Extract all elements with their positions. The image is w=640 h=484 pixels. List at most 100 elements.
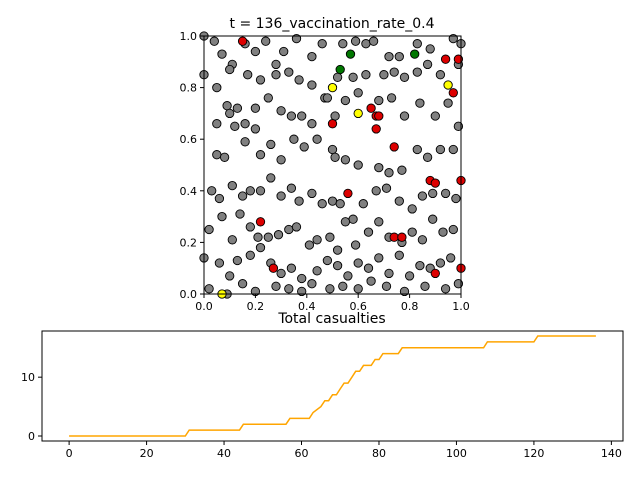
point-susceptible (335, 199, 345, 209)
point-susceptible (225, 271, 235, 281)
point-susceptible (448, 144, 458, 155)
point-susceptible (253, 232, 263, 242)
point-susceptible (230, 121, 240, 131)
point-infected (453, 54, 464, 64)
point-susceptible (255, 75, 266, 85)
point-susceptible (384, 51, 394, 62)
point-susceptible (394, 51, 404, 62)
point-susceptible (412, 144, 422, 155)
point-susceptible (350, 240, 361, 250)
y-tick-label: 0.8 (180, 82, 198, 95)
point-susceptible (415, 98, 425, 108)
point-susceptible (381, 281, 392, 291)
point-susceptible (338, 281, 348, 291)
point-susceptible (237, 279, 248, 289)
x-tick-label: 0.0 (195, 300, 213, 313)
point-susceptible (227, 235, 237, 245)
point-susceptible (386, 93, 397, 103)
point-susceptible (374, 95, 384, 106)
point-infected (343, 188, 353, 199)
point-susceptible (361, 39, 371, 49)
point-susceptible (374, 217, 384, 227)
point-susceptible (340, 155, 351, 165)
point-susceptible (330, 152, 340, 162)
point-susceptible (266, 139, 276, 150)
point-susceptible (353, 258, 363, 268)
point-infected (237, 36, 248, 46)
point-susceptible (399, 72, 410, 82)
point-susceptible (284, 284, 294, 294)
point-susceptible (237, 191, 248, 201)
point-susceptible (332, 72, 343, 82)
point-susceptible (294, 196, 304, 206)
point-vaccinated (353, 108, 363, 119)
point-susceptible (325, 232, 335, 242)
point-susceptible (312, 266, 322, 276)
point-susceptible (286, 183, 297, 193)
point-susceptible (266, 173, 276, 183)
point-susceptible (240, 137, 250, 147)
x-tick-label: 80 (372, 447, 386, 460)
point-susceptible (327, 144, 338, 155)
point-vaccinated (443, 80, 453, 90)
point-susceptible (422, 59, 433, 70)
x-tick-label: 0.6 (349, 300, 367, 313)
point-susceptible (435, 70, 446, 80)
point-susceptible (394, 196, 404, 206)
point-susceptible (284, 67, 294, 77)
point-susceptible (325, 284, 335, 294)
point-susceptible (361, 70, 371, 80)
point-susceptible (307, 51, 317, 62)
point-susceptible (451, 193, 461, 204)
point-susceptible (286, 111, 297, 121)
point-susceptible (348, 72, 358, 82)
point-susceptible (420, 281, 430, 291)
point-susceptible (243, 70, 253, 80)
point-susceptible (240, 119, 250, 129)
point-susceptible (250, 46, 261, 57)
point-susceptible (245, 186, 255, 196)
point-susceptible (340, 217, 351, 227)
point-infected (366, 103, 376, 113)
point-recovered (345, 49, 356, 59)
point-susceptible (338, 39, 348, 49)
point-susceptible (209, 36, 219, 46)
x-tick-label: 0.2 (247, 300, 265, 313)
point-susceptible (297, 286, 307, 297)
x-tick-label: 140 (601, 447, 622, 460)
point-susceptible (440, 284, 451, 294)
point-susceptible (415, 260, 425, 271)
point-susceptible (425, 44, 435, 54)
point-susceptible (271, 70, 281, 80)
point-susceptible (255, 242, 266, 253)
point-susceptible (284, 224, 294, 235)
point-infected (327, 119, 338, 129)
point-susceptible (222, 101, 232, 111)
point-susceptible (307, 80, 317, 90)
point-susceptible (286, 263, 297, 273)
point-infected (374, 111, 384, 121)
point-susceptible (330, 111, 340, 121)
point-susceptible (374, 162, 384, 173)
point-susceptible (353, 88, 363, 98)
point-susceptible (250, 103, 261, 113)
point-infected (448, 88, 458, 98)
point-susceptible (297, 111, 307, 121)
point-susceptible (322, 255, 333, 266)
point-susceptible (307, 188, 317, 199)
point-susceptible (412, 67, 422, 77)
line-series-total-casualties (69, 335, 596, 437)
point-susceptible (204, 224, 214, 235)
point-susceptible (358, 199, 368, 209)
y-tick-label: 1.0 (180, 30, 198, 43)
point-susceptible (353, 284, 363, 294)
point-susceptible (322, 93, 333, 103)
line-y-axis: 0 10 (21, 371, 42, 443)
point-susceptible (348, 214, 358, 224)
point-susceptible (307, 119, 317, 129)
point-susceptible (225, 108, 235, 119)
x-tick-label: 60 (295, 447, 309, 460)
point-infected (371, 124, 381, 134)
point-susceptible (245, 250, 255, 260)
